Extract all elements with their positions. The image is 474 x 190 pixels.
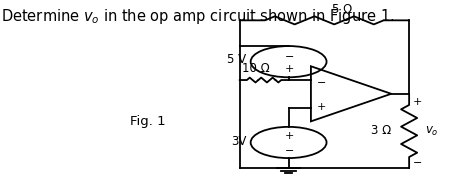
Text: 5 Ω: 5 Ω (332, 3, 352, 16)
Text: $-$: $-$ (412, 156, 422, 166)
Text: Fig. 1: Fig. 1 (130, 115, 166, 128)
Text: $-$: $-$ (316, 76, 326, 86)
Text: $+$: $+$ (283, 130, 294, 141)
Text: 3 Ω: 3 Ω (371, 124, 391, 138)
Text: $+$: $+$ (316, 101, 326, 112)
Text: 3V: 3V (231, 135, 246, 148)
Text: $+$: $+$ (412, 96, 422, 107)
Text: $v_o$: $v_o$ (425, 124, 438, 138)
Text: Determine $v_o$ in the op amp circuit shown in Figure 1.: Determine $v_o$ in the op amp circuit sh… (0, 7, 394, 26)
Text: $+$: $+$ (283, 63, 294, 74)
Text: 10 Ω: 10 Ω (242, 63, 270, 75)
Text: $-$: $-$ (283, 144, 294, 154)
Text: 5 V: 5 V (227, 53, 246, 66)
Text: $-$: $-$ (283, 50, 294, 60)
